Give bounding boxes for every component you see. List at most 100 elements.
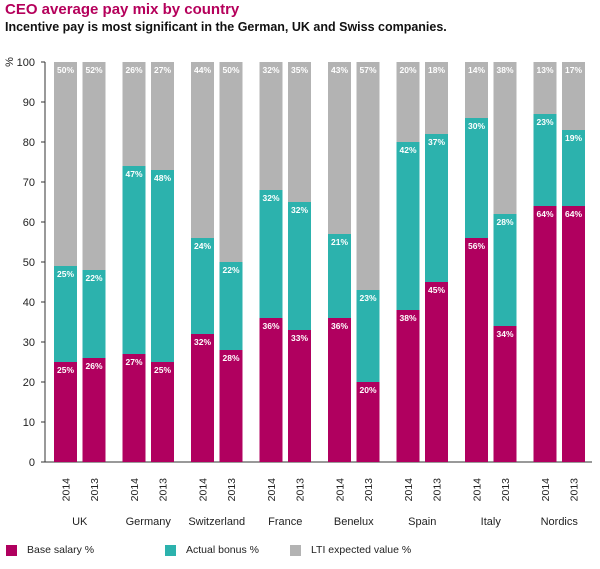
bar-segment bbox=[396, 142, 420, 310]
bar-value-label: 26% bbox=[125, 65, 142, 75]
bar-segment bbox=[562, 62, 585, 130]
bar-value-label: 32% bbox=[262, 193, 279, 203]
bar-segment bbox=[288, 202, 311, 330]
y-tick-label: 70 bbox=[23, 177, 35, 189]
bar-value-label: 32% bbox=[291, 205, 308, 215]
bar-segment bbox=[151, 362, 174, 462]
bar-segment bbox=[54, 62, 77, 266]
bar-segment bbox=[425, 134, 448, 282]
bar-value-label: 48% bbox=[154, 173, 171, 183]
bar-value-label: 24% bbox=[194, 241, 211, 251]
bar-segment bbox=[493, 326, 517, 462]
y-axis-label: % bbox=[4, 57, 16, 67]
x-group-label: Germany bbox=[126, 516, 172, 528]
legend-swatch-base-salary bbox=[6, 544, 17, 556]
bar-value-label: 52% bbox=[85, 65, 102, 75]
bar-segment bbox=[533, 206, 557, 462]
bar-segment bbox=[122, 62, 146, 166]
x-tick-year-label: 2014 bbox=[129, 478, 141, 502]
bar-segment bbox=[122, 354, 146, 462]
bar-value-label: 64% bbox=[565, 209, 582, 219]
bar-value-label: 22% bbox=[222, 265, 239, 275]
x-tick-year-label: 2013 bbox=[569, 478, 581, 502]
bar-value-label: 33% bbox=[291, 333, 308, 343]
bar-value-label: 27% bbox=[154, 65, 171, 75]
x-tick-year-label: 2013 bbox=[295, 478, 307, 502]
bar-segment bbox=[328, 62, 351, 234]
bar-value-label: 43% bbox=[331, 65, 348, 75]
bar-value-label: 50% bbox=[57, 65, 74, 75]
bar-segment bbox=[493, 62, 517, 214]
bar-value-label: 20% bbox=[359, 385, 376, 395]
bar-segment bbox=[465, 118, 488, 238]
x-tick-year-label: 2013 bbox=[500, 478, 512, 502]
bar-segment bbox=[562, 130, 585, 206]
x-group-label: Spain bbox=[408, 516, 436, 528]
bar-value-label: 56% bbox=[468, 241, 485, 251]
bar-segment bbox=[356, 290, 380, 382]
bar-segment bbox=[465, 62, 488, 118]
bar-value-label: 34% bbox=[496, 329, 513, 339]
bar-value-label: 44% bbox=[194, 65, 211, 75]
bar-value-label: 25% bbox=[154, 365, 171, 375]
x-tick-year-label: 2013 bbox=[158, 478, 170, 502]
x-group-label: Italy bbox=[481, 516, 502, 528]
bar-segment bbox=[191, 62, 214, 238]
bar-value-label: 25% bbox=[57, 365, 74, 375]
x-tick-year-label: 2013 bbox=[89, 478, 101, 502]
bar-segment bbox=[396, 310, 420, 462]
bar-segment bbox=[425, 62, 448, 134]
bar-segment bbox=[425, 282, 448, 462]
x-group-label: Benelux bbox=[334, 516, 374, 528]
legend-item-lti: LTI expected value % bbox=[290, 544, 411, 556]
y-tick-label: 0 bbox=[29, 457, 35, 469]
y-tick-label: 60 bbox=[23, 217, 35, 229]
bar-segment bbox=[396, 62, 420, 142]
x-group-label: France bbox=[268, 516, 302, 528]
bar-value-label: 26% bbox=[85, 361, 102, 371]
bar-value-label: 22% bbox=[85, 273, 102, 283]
bar-value-label: 23% bbox=[536, 117, 553, 127]
x-group-label: Nordics bbox=[541, 516, 579, 528]
bar-segment bbox=[151, 62, 174, 170]
bar-segment bbox=[219, 62, 243, 262]
bar-value-label: 27% bbox=[125, 357, 142, 367]
bar-segment bbox=[82, 62, 106, 270]
bar-segment bbox=[356, 62, 380, 290]
bar-value-label: 38% bbox=[399, 313, 416, 323]
bar-segment bbox=[533, 62, 557, 114]
bar-segment bbox=[151, 170, 174, 362]
bar-value-label: 32% bbox=[262, 65, 279, 75]
x-tick-year-label: 2014 bbox=[472, 478, 484, 502]
bar-segment bbox=[288, 330, 311, 462]
bar-segment bbox=[465, 238, 488, 462]
bar-value-label: 18% bbox=[428, 65, 445, 75]
legend-item-base-salary: Base salary % bbox=[6, 544, 94, 556]
bar-value-label: 19% bbox=[565, 133, 582, 143]
legend-label-actual-bonus: Actual bonus % bbox=[186, 544, 259, 556]
y-tick-label: 40 bbox=[23, 297, 35, 309]
chart-subtitle: Incentive pay is most significant in the… bbox=[5, 20, 447, 34]
x-tick-year-label: 2013 bbox=[432, 478, 444, 502]
bar-segment bbox=[82, 358, 106, 462]
y-tick-label: 50 bbox=[23, 257, 35, 269]
bar-value-label: 36% bbox=[262, 321, 279, 331]
x-tick-year-label: 2013 bbox=[226, 478, 238, 502]
bar-value-label: 37% bbox=[428, 137, 445, 147]
bar-segment bbox=[219, 350, 243, 462]
bar-value-label: 23% bbox=[359, 293, 376, 303]
chart-title: CEO average pay mix by country bbox=[5, 1, 240, 18]
x-tick-year-label: 2014 bbox=[540, 478, 552, 502]
legend-label-base-salary: Base salary % bbox=[27, 544, 95, 556]
bar-value-label: 45% bbox=[428, 285, 445, 295]
y-tick-label: 80 bbox=[23, 137, 35, 149]
bar-value-label: 28% bbox=[222, 353, 239, 363]
bar-segment bbox=[493, 214, 517, 326]
bar-segment bbox=[54, 266, 77, 362]
legend-item-actual-bonus: Actual bonus % bbox=[165, 544, 259, 556]
bar-value-label: 47% bbox=[125, 169, 142, 179]
bar-value-label: 50% bbox=[222, 65, 239, 75]
bar-value-label: 25% bbox=[57, 269, 74, 279]
bar-segment bbox=[328, 318, 351, 462]
stacked-bar-chart: 0 10 20 30 40 50 60 70 80 90 100% 25% 25% 50% 2014 26% 2… bbox=[4, 57, 592, 528]
